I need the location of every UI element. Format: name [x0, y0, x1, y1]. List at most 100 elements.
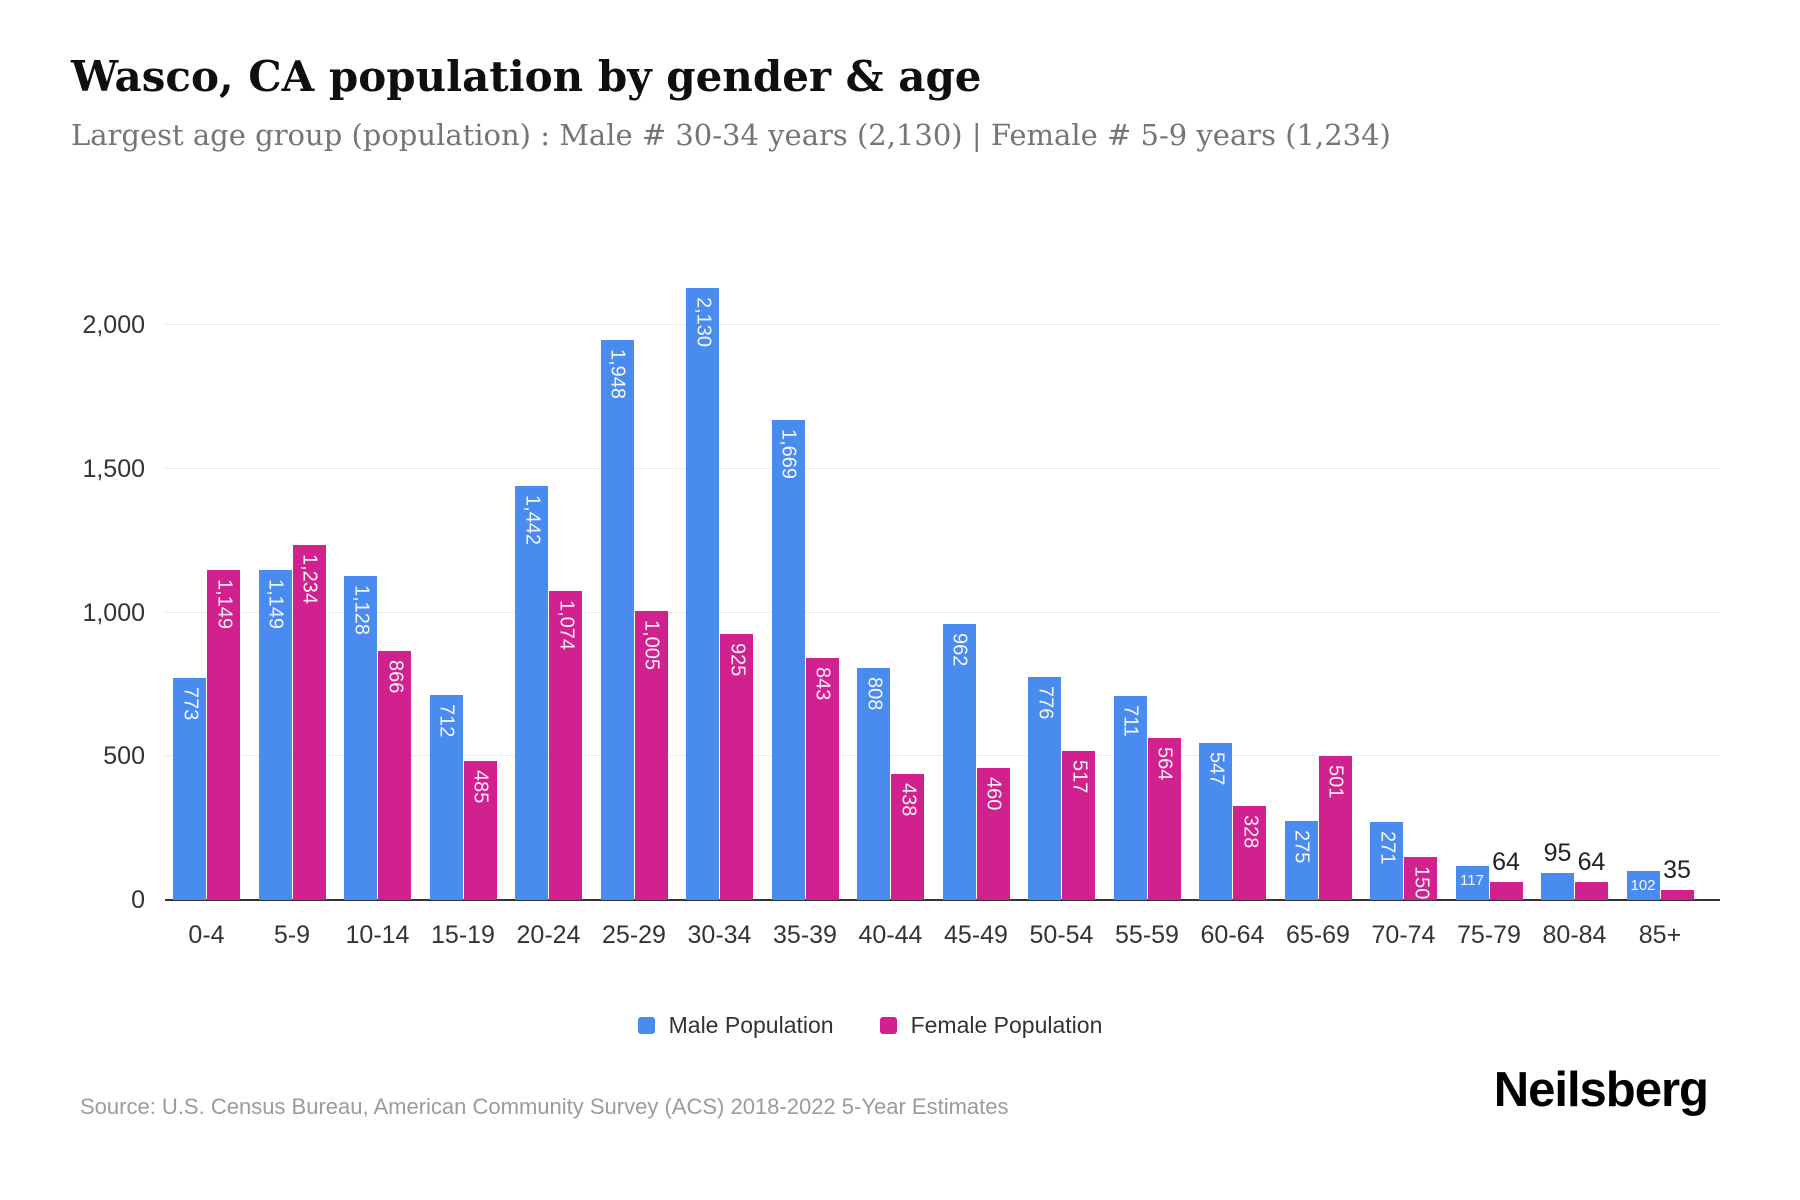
bar[interactable]: 712 [429, 695, 463, 900]
bar[interactable]: 773 [173, 677, 206, 900]
gridline [165, 324, 1720, 326]
bar[interactable]: 517 [1062, 751, 1095, 900]
bar[interactable]: 866 [378, 651, 411, 900]
bar[interactable]: 501 [1318, 756, 1352, 900]
bar[interactable]: 1,005 [634, 611, 668, 900]
bar-value-label: 328 [1239, 814, 1261, 849]
x-axis-tick-label: 5-9 [273, 921, 311, 949]
bar-value-label: 460 [982, 776, 1005, 811]
page-title: Wasco, CA population by gender & age [71, 52, 982, 101]
x-axis-line [165, 899, 1720, 901]
bar[interactable]: 2,130 [686, 288, 719, 900]
legend-label: Female Population [910, 1012, 1103, 1038]
bar-value-label: 1,948 [606, 349, 629, 400]
bar[interactable]: 547 [1199, 742, 1232, 900]
bar[interactable]: 564 [1147, 737, 1181, 900]
bar-value-label: 564 [1153, 746, 1176, 781]
bar-value-label: 1,074 [555, 600, 577, 651]
bar[interactable]: 328 [1233, 805, 1266, 900]
x-axis-tick-label: 20-24 [516, 921, 581, 949]
bar-value-label: 64 [1577, 847, 1606, 876]
x-axis-tick-label: 75-79 [1457, 921, 1521, 949]
bar-value-label: 1,005 [640, 620, 663, 671]
bar[interactable]: 962 [942, 623, 976, 900]
x-axis-tick-label: 80-84 [1542, 921, 1607, 949]
bar[interactable]: 1,128 [344, 575, 377, 900]
bar[interactable]: 1,442 [515, 485, 548, 900]
bar-value-label: 962 [948, 632, 971, 666]
bar[interactable]: 150 [1404, 856, 1437, 900]
bar-value-label: 102 [1630, 876, 1656, 894]
bar[interactable]: 95 [1541, 839, 1574, 900]
bar[interactable]: 1,948 [600, 340, 634, 900]
bar[interactable]: 102 [1626, 870, 1660, 900]
bar[interactable]: 1,234 [292, 545, 326, 900]
legend-item-male[interactable]: Male Population [637, 1012, 834, 1039]
bar-value-label: 808 [863, 676, 885, 711]
bar-value-label: 438 [897, 783, 919, 817]
x-axis-tick-label: 30-34 [687, 921, 752, 949]
bar[interactable]: 460 [976, 767, 1010, 900]
x-axis-tick-label: 45-49 [944, 921, 1008, 949]
x-axis-tick-label: 0-4 [188, 921, 225, 949]
bar-value-label: 1,234 [298, 554, 321, 605]
bar-value-label: 485 [469, 769, 492, 804]
legend-item-female[interactable]: Female Population [879, 1012, 1103, 1039]
bar[interactable]: 808 [857, 667, 890, 900]
bar[interactable]: 843 [805, 657, 839, 900]
chart-subtitle: Largest age group (population) : Male # … [71, 118, 1391, 152]
bar-value-label: 712 [435, 704, 458, 738]
bar-value-label: 711 [1119, 704, 1142, 737]
bar[interactable]: 438 [891, 774, 924, 900]
bar[interactable]: 485 [463, 760, 497, 900]
bar-value-label: 64 [1492, 847, 1520, 876]
bar-value-label: 925 [726, 643, 748, 677]
bar[interactable]: 1,149 [207, 569, 240, 900]
x-axis-tick-label: 25-29 [602, 921, 666, 949]
bar-value-label: 547 [1205, 751, 1227, 786]
y-axis-tick-label: 1,500 [82, 455, 145, 484]
bar-value-label: 150 [1410, 865, 1432, 900]
bar[interactable]: 271 [1370, 822, 1403, 900]
bar-value-label: 1,442 [521, 494, 543, 545]
y-axis-tick-label: 2,000 [82, 311, 145, 340]
bar-value-label: 501 [1324, 765, 1347, 799]
bar-value-label: 275 [1290, 830, 1313, 864]
bar-value-label: 271 [1376, 831, 1398, 865]
x-axis-tick-label: 10-14 [345, 921, 410, 949]
source-attribution: Source: U.S. Census Bureau, American Com… [80, 1094, 1009, 1119]
neilsberg-logo: Neilsberg [1493, 1063, 1709, 1117]
bar[interactable]: 925 [720, 634, 753, 900]
bar[interactable]: 1,074 [549, 591, 582, 900]
bar-value-label: 1,669 [777, 429, 800, 480]
bar-value-label: 35 [1663, 855, 1691, 884]
bar-value-label: 776 [1034, 686, 1056, 720]
bar[interactable]: 1,149 [258, 569, 292, 900]
bar[interactable]: 1,669 [771, 420, 805, 900]
x-axis-tick-label: 65-69 [1286, 921, 1350, 949]
x-axis-tick-label: 35-39 [773, 921, 837, 949]
legend-label: Male Population [668, 1012, 834, 1038]
legend: Male Population Female Population [0, 1012, 1740, 1039]
x-axis-tick-label: 55-59 [1115, 921, 1179, 949]
y-axis-tick-label: 1,000 [82, 598, 145, 627]
bar-value-label: 1,149 [213, 578, 235, 629]
x-axis-tick-label: 70-74 [1371, 921, 1436, 949]
bar-value-label: 866 [384, 660, 406, 694]
bar-value-label: 773 [179, 686, 201, 721]
female-swatch-icon [879, 1017, 897, 1034]
x-axis-tick-label: 60-64 [1200, 921, 1265, 949]
bar-value-label: 1,128 [350, 584, 372, 635]
bar-value-label: 1,149 [264, 578, 287, 629]
bar-value-label: 2,130 [692, 297, 714, 348]
bar[interactable]: 64 [1489, 848, 1523, 900]
bar[interactable]: 64 [1575, 848, 1608, 900]
bar[interactable]: 35 [1660, 856, 1694, 900]
bar[interactable]: 776 [1028, 677, 1061, 900]
bar[interactable]: 275 [1284, 821, 1318, 900]
bar-value-label: 517 [1068, 760, 1090, 794]
bar[interactable]: 711 [1113, 695, 1147, 900]
bar-value-label: 95 [1543, 838, 1572, 867]
bar[interactable]: 117 [1455, 866, 1489, 900]
